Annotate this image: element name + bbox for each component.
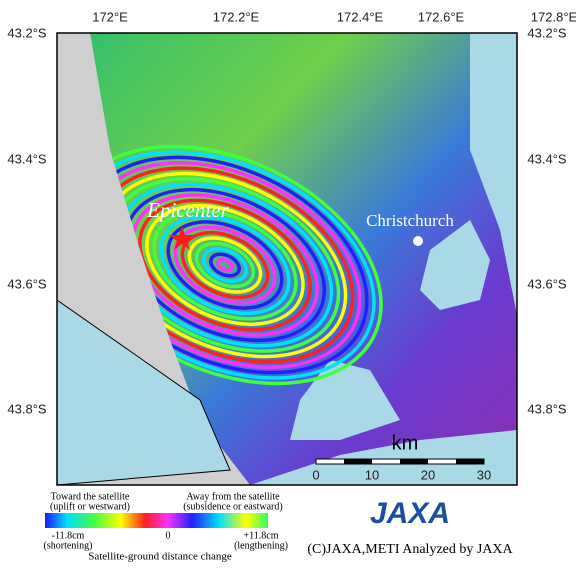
- lat-label-left: 43.2°S: [7, 25, 47, 40]
- fringe: [187, 236, 263, 294]
- lon-label: 172.6°E: [418, 9, 465, 24]
- lat-label-left: 43.4°S: [7, 151, 47, 166]
- lon-label: 172.2°E: [213, 9, 260, 24]
- legend-min-sub: (shortening): [44, 540, 93, 551]
- legend-caption: Satellite-ground distance change: [88, 551, 232, 563]
- fringe: [209, 252, 241, 278]
- credit-text: (C)JAXA,METI Analyzed by JAXA: [307, 542, 513, 557]
- scale-segment: [344, 459, 372, 464]
- legend-right-sub: (subsidence or eastward): [183, 501, 282, 512]
- color-bar: [45, 513, 268, 528]
- legend-right-title: Away from the satellite: [186, 491, 280, 502]
- scale-tick-label: 0: [312, 467, 319, 482]
- fringe: [138, 198, 312, 332]
- legend-left-title: Toward the satellite: [51, 491, 130, 502]
- lon-label: 172.4°E: [337, 9, 384, 24]
- legend-min: -11.8cm: [52, 530, 85, 541]
- scale-unit: km: [392, 432, 419, 454]
- fringe: [159, 214, 291, 316]
- legend-max-sub: (lengthening): [234, 540, 288, 551]
- city-label: Christchurch: [366, 211, 454, 230]
- epicenter-label: Epicenter: [146, 198, 229, 222]
- lat-label-right: 43.8°S: [527, 401, 567, 416]
- fringe: [166, 220, 284, 310]
- map-area: [57, 33, 517, 485]
- lat-label-left: 43.6°S: [7, 276, 47, 291]
- legend-left-sub: (uplift or westward): [50, 501, 130, 512]
- map-frame: [56, 32, 518, 486]
- fringe: [145, 204, 305, 326]
- fringe: [216, 257, 234, 273]
- lat-label-right: 43.6°S: [527, 276, 567, 291]
- lake-coast: [57, 299, 231, 485]
- fringe: [152, 209, 298, 321]
- scale-tick-label: 30: [477, 467, 491, 482]
- lat-label-right: 43.4°S: [527, 151, 567, 166]
- legend-zero: 0: [166, 530, 171, 541]
- south-sea: [250, 430, 517, 485]
- epicenter-star: [169, 226, 195, 250]
- fringe: [131, 193, 319, 337]
- fringe: [180, 230, 270, 300]
- fringe: [194, 241, 256, 289]
- logo: JAXA: [370, 497, 450, 530]
- scale-segment: [400, 459, 428, 464]
- city-marker: [413, 236, 423, 246]
- scale-tick-label: 20: [421, 467, 435, 482]
- lon-label: 172°E: [92, 9, 128, 24]
- lat-label-right: 43.2°S: [527, 25, 567, 40]
- harbour: [420, 220, 490, 310]
- fringe: [201, 247, 249, 283]
- scale-tick-label: 10: [365, 467, 379, 482]
- legend-max: +11.8cm: [244, 530, 279, 541]
- fringes: [67, 144, 383, 386]
- scale-segment: [456, 459, 484, 464]
- scale-bar: [315, 458, 485, 465]
- lat-label-left: 43.8°S: [7, 401, 47, 416]
- lon-label: 172.8°E: [531, 9, 576, 24]
